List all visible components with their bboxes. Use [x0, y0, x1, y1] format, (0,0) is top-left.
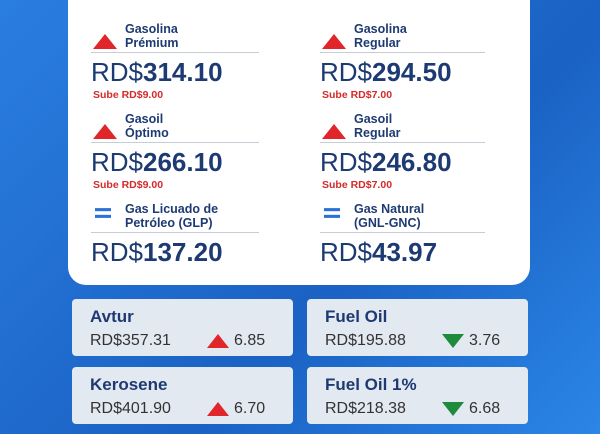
fuel-price: RD$137.20	[91, 237, 223, 267]
currency: RD$	[320, 57, 373, 87]
amount: 43.97	[372, 237, 438, 267]
card-price: RD$357.31	[90, 332, 171, 349]
divider	[320, 142, 485, 143]
fuel-price: RD$266.10	[91, 147, 223, 177]
price-change: Sube RD$9.00	[93, 89, 164, 101]
card-name: Fuel Oil 1%	[325, 375, 417, 394]
fuel-name: (GNL-GNC)	[354, 216, 421, 230]
fuel-card	[307, 299, 528, 356]
fuel-name: Óptimo	[125, 126, 169, 140]
currency: RD$	[320, 147, 373, 177]
fuel-price: RD$246.80	[320, 147, 452, 177]
fuel-name: Gasolina	[125, 22, 178, 36]
amount: 266.10	[143, 147, 223, 177]
amount: 137.20	[143, 237, 223, 267]
divider	[320, 52, 485, 53]
up-icon	[322, 124, 346, 139]
card-change: 6.68	[469, 400, 501, 417]
fuel-card	[307, 367, 528, 424]
price-change: Sube RD$7.00	[322, 89, 393, 101]
fuel-price: RD$294.50	[320, 57, 452, 87]
currency: RD$	[91, 147, 144, 177]
fuel-name: Regular	[354, 126, 401, 140]
fuel-name: Gas Natural	[354, 202, 425, 216]
card-price: RD$401.90	[90, 400, 171, 417]
card-name: Avtur	[90, 307, 134, 326]
price-change: Sube RD$9.00	[93, 179, 164, 191]
currency: RD$	[320, 237, 373, 267]
divider	[91, 232, 259, 233]
fuel-name: Regular	[354, 36, 401, 50]
fuel-name: Gas Licuado de	[125, 202, 219, 216]
down-icon	[442, 334, 464, 348]
amount: 294.50	[372, 57, 452, 87]
fuel-card	[72, 299, 293, 356]
divider	[320, 232, 485, 233]
equal-icon	[324, 208, 340, 218]
up-icon	[322, 34, 346, 49]
card-change: 6.85	[234, 332, 266, 349]
fuel-price: RD$314.10	[91, 57, 223, 87]
fuel-name: Prémium	[125, 36, 179, 50]
fuel-name: Petróleo (GLP)	[125, 216, 213, 230]
up-icon	[207, 402, 229, 416]
price-change: Sube RD$7.00	[322, 179, 393, 191]
amount: 314.10	[143, 57, 223, 87]
up-icon	[207, 334, 229, 348]
up-icon	[93, 34, 117, 49]
fuel-name: Gasolina	[354, 22, 407, 36]
card-name: Kerosene	[90, 375, 168, 394]
fuel-price: RD$43.97	[320, 237, 437, 267]
card-change: 3.76	[469, 332, 501, 349]
currency: RD$	[91, 237, 144, 267]
fuel-card	[72, 367, 293, 424]
card-price: RD$218.38	[325, 400, 406, 417]
divider	[91, 142, 259, 143]
amount: 246.80	[372, 147, 452, 177]
card-name: Fuel Oil	[325, 307, 388, 326]
card-price: RD$195.88	[325, 332, 406, 349]
down-icon	[442, 402, 464, 416]
up-icon	[93, 124, 117, 139]
currency: RD$	[91, 57, 144, 87]
card-change: 6.70	[234, 400, 266, 417]
fuel-name: Gasoil	[354, 112, 393, 126]
divider	[91, 52, 259, 53]
fuel-name: Gasoil	[125, 112, 164, 126]
equal-icon	[95, 208, 111, 218]
